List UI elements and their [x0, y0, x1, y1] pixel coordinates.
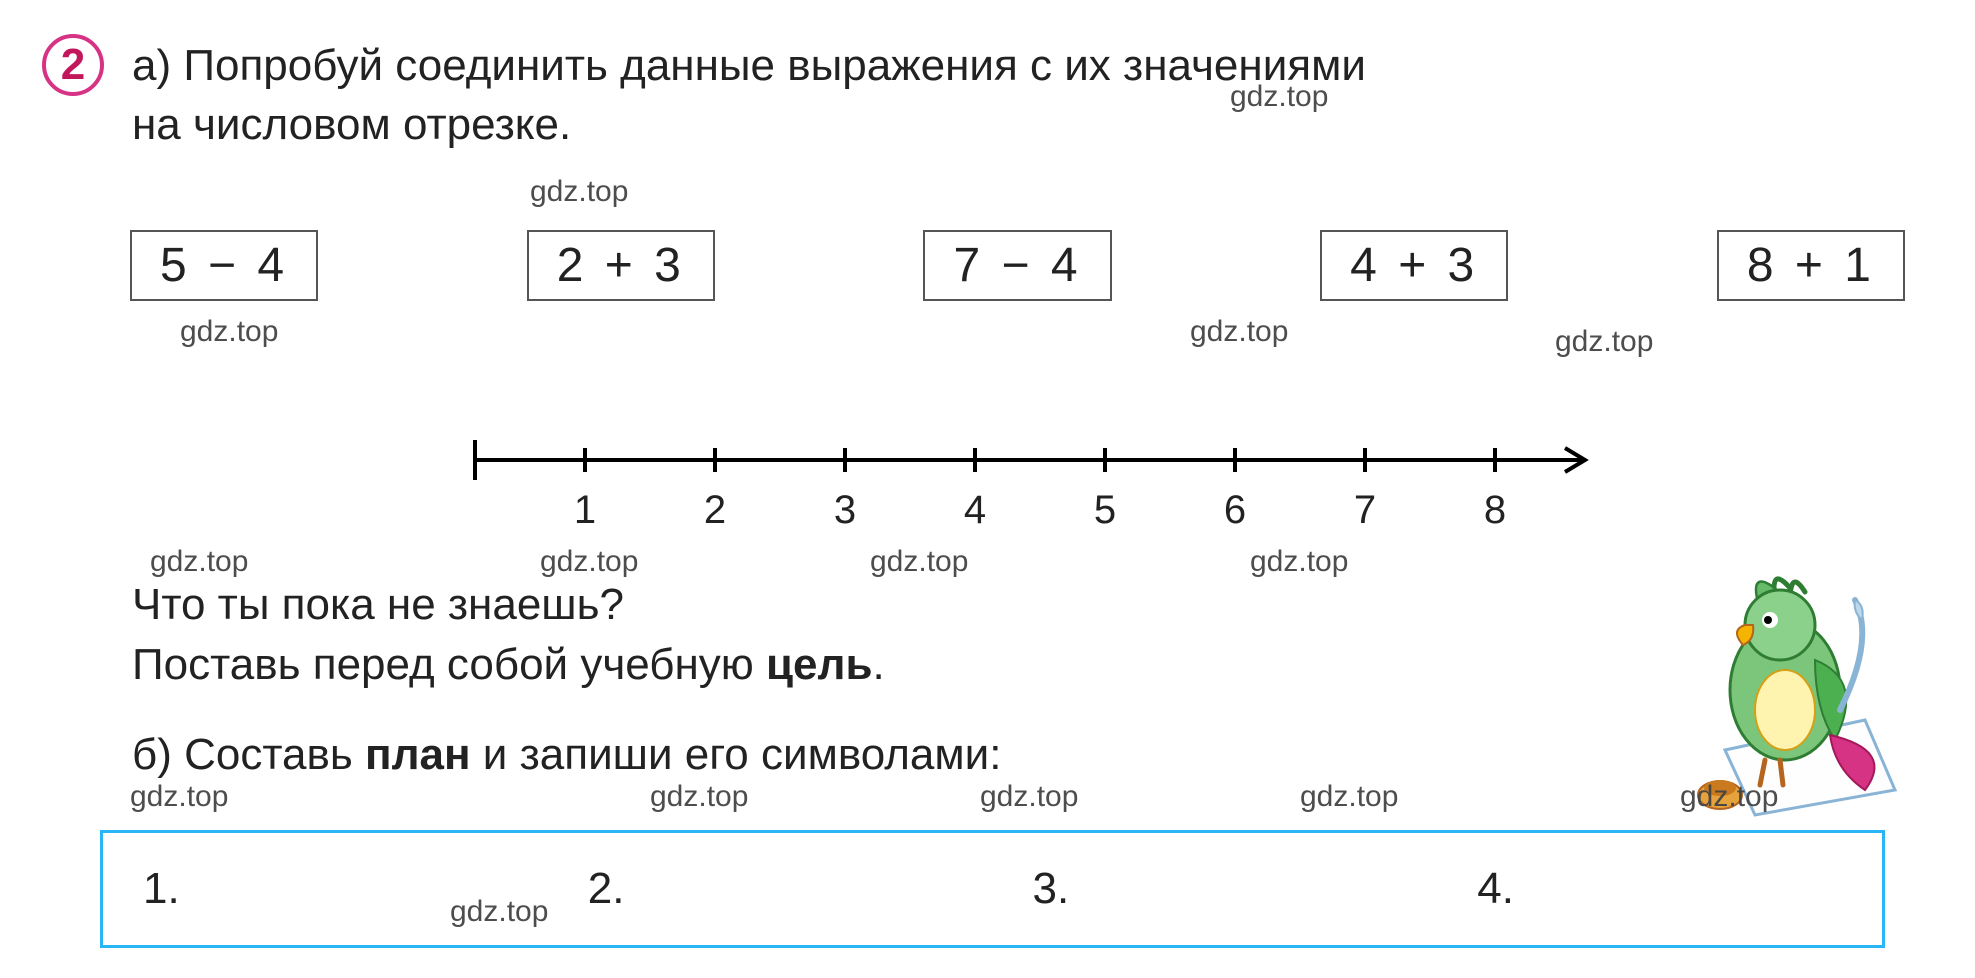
watermark-text: gdz.top	[1680, 780, 1778, 814]
part-b-post: и запиши его символами:	[471, 730, 1002, 779]
tick-label: 1	[574, 488, 596, 533]
tick-label: 6	[1224, 488, 1246, 533]
tick-label: 8	[1484, 488, 1506, 533]
plan-item: 2.	[548, 864, 993, 914]
part-b-text: б) Составь план и запиши его символами:	[132, 725, 1001, 784]
plan-item: 3.	[993, 864, 1438, 914]
part-b-bold: план	[365, 730, 471, 779]
watermark-text: gdz.top	[130, 780, 228, 814]
followup-q2-pre: Поставь перед собой учебную	[132, 640, 766, 689]
tick-label: 4	[964, 488, 986, 533]
expression-box: 5 − 4	[130, 230, 318, 301]
watermark-text: gdz.top	[530, 175, 628, 209]
expression-box: 4 + 3	[1320, 230, 1508, 301]
part-a-line2: на числовом отрезке.	[132, 100, 571, 149]
watermark-text: gdz.top	[980, 780, 1078, 814]
expression-box: 2 + 3	[527, 230, 715, 301]
tick-label: 5	[1094, 488, 1116, 533]
expression-box: 8 + 1	[1717, 230, 1905, 301]
watermark-text: gdz.top	[870, 545, 968, 579]
tick-label: 7	[1354, 488, 1376, 533]
tick-label: 3	[834, 488, 856, 533]
number-line-labels: 1 2 3 4 5 6 7 8	[470, 488, 1600, 538]
watermark-text: gdz.top	[1555, 325, 1653, 359]
watermark-text: gdz.top	[180, 315, 278, 349]
part-b-label: б)	[132, 730, 172, 779]
plan-box: 1. 2. 3. 4.	[100, 830, 1885, 948]
number-line: 1 2 3 4 5 6 7 8	[470, 430, 1600, 540]
watermark-text: gdz.top	[150, 545, 248, 579]
watermark-text: gdz.top	[1190, 315, 1288, 349]
watermark-text: gdz.top	[450, 895, 548, 929]
worksheet-page: 2 а) Попробуй соединить данные выражения…	[0, 0, 1975, 978]
plan-item: 4.	[1437, 864, 1882, 914]
tick-label: 2	[704, 488, 726, 533]
part-a-label: а)	[132, 41, 171, 90]
followup-question-2: Поставь перед собой учебную цель.	[132, 635, 885, 694]
followup-q1-text: Что ты пока не знаешь?	[132, 580, 624, 629]
watermark-text: gdz.top	[650, 780, 748, 814]
watermark-text: gdz.top	[1250, 545, 1348, 579]
part-b-pre: Составь	[184, 730, 365, 779]
expression-box: 7 − 4	[923, 230, 1111, 301]
part-a-text: а) Попробуй соединить данные выражения с…	[132, 36, 1905, 155]
followup-question-1: Что ты пока не знаешь?	[132, 575, 624, 634]
followup-q2-post: .	[873, 640, 885, 689]
watermark-text: gdz.top	[1300, 780, 1398, 814]
watermark-text: gdz.top	[1230, 80, 1328, 114]
question-number-text: 2	[61, 40, 85, 90]
followup-q2-bold: цель	[766, 640, 873, 689]
watermark-text: gdz.top	[540, 545, 638, 579]
part-a-line1: Попробуй соединить данные выражения с их…	[183, 41, 1366, 90]
expression-row: 5 − 4 2 + 3 7 − 4 4 + 3 8 + 1	[130, 230, 1905, 301]
question-number-badge: 2	[42, 34, 104, 96]
